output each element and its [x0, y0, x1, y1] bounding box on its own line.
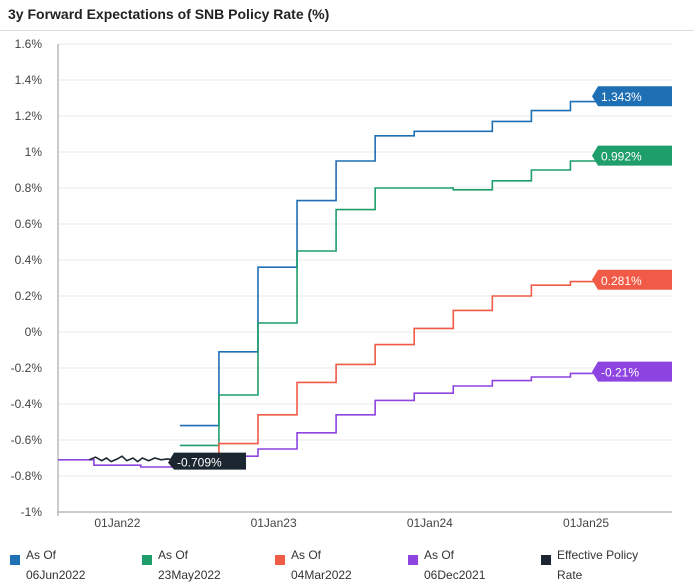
legend-swatch [142, 555, 152, 565]
y-tick-label: -0.6% [11, 433, 43, 447]
end-label-box [592, 145, 672, 166]
label-layer: 1.343% 0.992% 0.281% -0.21% -0.709% [168, 86, 672, 470]
legend-swatch [10, 555, 20, 565]
y-tick-label: 0% [25, 325, 43, 339]
end-value-label: 0.281% [601, 274, 642, 288]
end-value-label: -0.21% [601, 366, 639, 380]
legend-swatch [408, 555, 418, 565]
end-value-label: 1.343% [601, 90, 642, 104]
x-tick-label: 01Jan22 [94, 516, 140, 530]
y-tick-label: 0.2% [15, 289, 43, 303]
legend-label: As Of 23May2022 [158, 548, 221, 582]
end-label-box [168, 452, 246, 470]
legend-swatch [541, 555, 551, 565]
series-line-4 [58, 370, 649, 468]
legend: As Of 06Jun2022 As Of 23May2022 As Of 04Mar20… [0, 545, 694, 585]
y-tick-label: 1.6% [15, 37, 43, 51]
series-line-2 [179, 154, 649, 447]
y-tick-label: 0.6% [15, 217, 43, 231]
chart-canvas: -1% -0.8% -0.6% -0.4% -0.2% 0% 0.2% 0.4% 0.6% 0.8… [11, 37, 672, 530]
legend-label: Effective Policy Rate [557, 548, 639, 582]
y-tick-label: -1% [21, 505, 43, 519]
title-divider [0, 30, 694, 31]
y-tick-label: -0.4% [11, 397, 43, 411]
chart-title: 3y Forward Expectations of SNB Policy Ra… [8, 6, 330, 22]
end-label-box [592, 269, 672, 290]
y-tick-label: 0.4% [15, 253, 43, 267]
x-tick-label: 01Jan23 [251, 516, 297, 530]
y-tick-label: -0.8% [11, 469, 43, 483]
series-line-3 [179, 279, 649, 460]
x-tick-label: 01Jan24 [407, 516, 453, 530]
y-tick-label: 0.8% [15, 181, 43, 195]
x-tick-label: 01Jan25 [563, 516, 609, 530]
end-value-label: 0.992% [601, 150, 642, 164]
legend-swatch [275, 555, 285, 565]
series-line-5 [88, 455, 185, 463]
axis-layer: -1% -0.8% -0.6% -0.4% -0.2% 0% 0.2% 0.4% 0.6% 0.8… [11, 37, 672, 530]
y-tick-label: 1.4% [15, 73, 43, 87]
legend-label: As Of 06Dec2021 [424, 548, 486, 582]
legend-label: As Of 04Mar2022 [291, 548, 352, 582]
grid-layer [58, 43, 672, 513]
y-tick-label: -0.2% [11, 361, 43, 375]
end-value-label: -0.709% [177, 456, 222, 470]
legend-label: As Of 06Jun2022 [26, 548, 86, 582]
y-tick-label: 1.2% [15, 109, 43, 123]
end-label-box [592, 361, 672, 382]
y-tick-label: 1% [25, 145, 43, 159]
series-line-1 [179, 95, 649, 427]
end-label-box [592, 86, 672, 107]
